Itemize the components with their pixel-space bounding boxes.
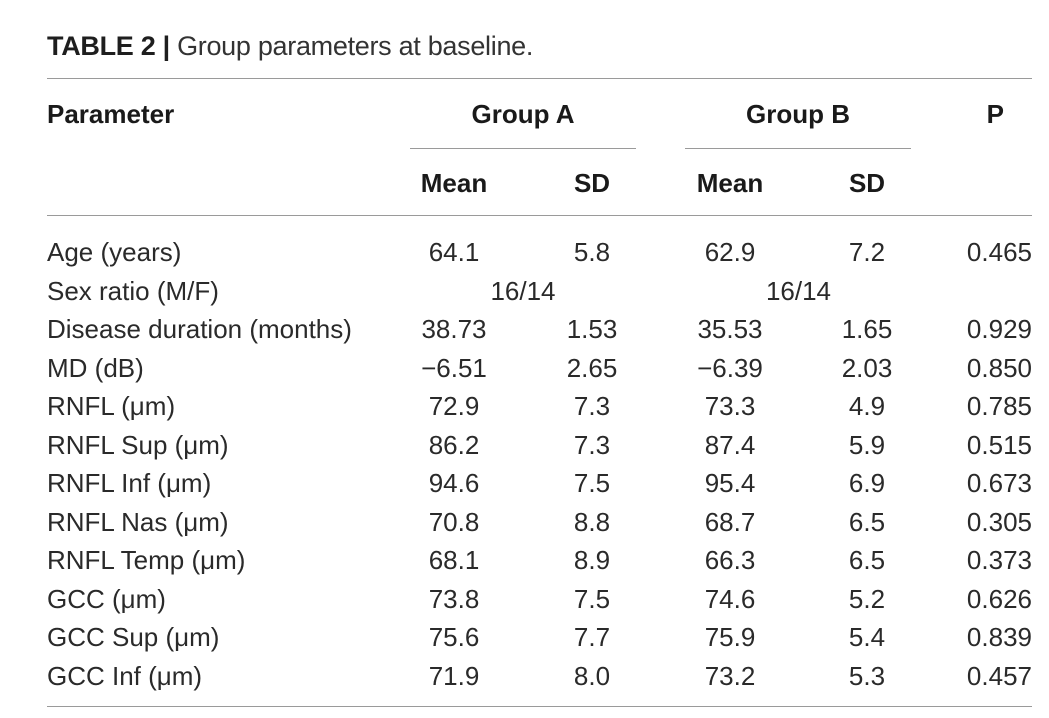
group-b-rule <box>685 148 911 149</box>
cell-group-a-sd: 7.5 <box>573 583 611 614</box>
cell-group-a-mean: 73.8 <box>428 583 480 614</box>
cell-group-a-mean: −6.51 <box>421 352 487 383</box>
cell-group-b-mean: 73.2 <box>704 660 756 691</box>
cell-p-value: 0.673 <box>966 468 1032 498</box>
cell-group-a-sd: 8.9 <box>573 545 611 575</box>
cell-parameter: RNFL Temp (μm) <box>47 545 246 575</box>
cell-group-a-ratio: 16/14 <box>490 275 556 306</box>
cell-parameter: GCC Inf (μm) <box>47 660 203 691</box>
group-a-rule <box>410 148 636 149</box>
cell-parameter: RNFL (μm) <box>47 391 176 421</box>
cell-group-a-mean: 64.1 <box>428 237 480 267</box>
cell-group-a-sd: 7.7 <box>573 622 611 652</box>
cell-group-b-sd: 7.2 <box>848 237 886 267</box>
cell-group-a-mean: 68.1 <box>428 545 480 575</box>
cell-group-a-sd: 5.8 <box>573 237 611 267</box>
cell-group-b-sd: 5.4 <box>848 622 886 652</box>
cell-group-a-sd: 7.3 <box>573 391 611 421</box>
table-row: Sex ratio (M/F) 16/14 16/14 <box>0 273 1049 312</box>
cell-group-b-sd: 1.65 <box>841 314 893 344</box>
cell-p-value: 0.457 <box>966 660 1032 691</box>
cell-group-b-sd: 6.5 <box>848 545 886 575</box>
top-rule <box>47 78 1032 79</box>
cell-group-a-mean: 38.73 <box>421 314 487 344</box>
cell-parameter: Sex ratio (M/F) <box>47 275 219 306</box>
cell-group-b-mean: 68.7 <box>704 506 756 537</box>
bottom-rule <box>47 706 1032 707</box>
cell-group-b-sd: 6.5 <box>848 506 886 537</box>
table-row: RNFL Nas (μm) 70.8 8.8 68.7 6.5 0.305 <box>0 504 1049 543</box>
table-label: TABLE 2 | <box>47 31 170 61</box>
cell-p-value: 0.465 <box>966 237 1032 267</box>
cell-parameter: RNFL Sup (μm) <box>47 429 229 460</box>
table-row: GCC (μm) 73.8 7.5 74.6 5.2 0.626 <box>0 581 1049 620</box>
cell-group-b-mean: 66.3 <box>704 545 756 575</box>
cell-parameter: RNFL Inf (μm) <box>47 468 212 498</box>
header-sd-a: SD <box>573 168 611 198</box>
header-mean-b: Mean <box>696 168 764 198</box>
cell-parameter: GCC Sup (μm) <box>47 622 220 652</box>
cell-p-value: 0.929 <box>966 314 1032 344</box>
cell-group-b-mean: 74.6 <box>704 583 756 614</box>
cell-group-a-sd: 2.65 <box>566 352 618 383</box>
cell-group-b-mean: 62.9 <box>704 237 756 267</box>
cell-group-b-sd: 5.2 <box>848 583 886 614</box>
cell-p-value: 0.515 <box>966 429 1032 460</box>
table-row: GCC Inf (μm) 71.9 8.0 73.2 5.3 0.457 <box>0 658 1049 697</box>
cell-group-a-sd: 8.8 <box>573 506 611 537</box>
cell-p-value: 0.839 <box>966 622 1032 652</box>
table-row: RNFL Sup (μm) 86.2 7.3 87.4 5.9 0.515 <box>0 427 1049 466</box>
cell-group-b-mean: 73.3 <box>704 391 756 421</box>
cell-group-b-sd: 5.9 <box>848 429 886 460</box>
cell-group-b-mean: 95.4 <box>704 468 756 498</box>
cell-group-b-sd: 5.3 <box>848 660 886 691</box>
cell-group-b-sd: 4.9 <box>848 391 886 421</box>
table-title: Group parameters at baseline. <box>177 31 534 61</box>
table-caption: TABLE 2 | Group parameters at baseline. <box>47 28 533 64</box>
cell-parameter: Age (years) <box>47 237 182 267</box>
cell-group-a-mean: 75.6 <box>428 622 480 652</box>
cell-group-a-mean: 72.9 <box>428 391 480 421</box>
cell-group-b-mean: −6.39 <box>697 352 763 383</box>
cell-parameter: GCC (μm) <box>47 583 166 614</box>
cell-group-a-sd: 1.53 <box>566 314 618 344</box>
table-row: Age (years) 64.1 5.8 62.9 7.2 0.465 <box>0 234 1049 273</box>
cell-p-value: 0.850 <box>966 352 1032 383</box>
cell-group-b-sd: 2.03 <box>841 352 893 383</box>
table-row: GCC Sup (μm) 75.6 7.7 75.9 5.4 0.839 <box>0 619 1049 658</box>
header-mean-a: Mean <box>420 168 488 198</box>
cell-p-value: 0.785 <box>966 391 1032 421</box>
header-rule <box>47 215 1032 216</box>
cell-group-a-sd: 7.3 <box>573 429 611 460</box>
header-p: P <box>986 99 1004 129</box>
cell-group-b-mean: 75.9 <box>704 622 756 652</box>
cell-group-b-ratio: 16/14 <box>765 275 832 306</box>
cell-group-b-mean: 35.53 <box>697 314 763 344</box>
cell-group-a-sd: 7.5 <box>573 468 611 498</box>
header-group-a: Group A <box>471 99 575 129</box>
cell-p-value: 0.305 <box>966 506 1032 537</box>
header-sd-b: SD <box>848 168 886 198</box>
cell-p-value: 0.626 <box>966 583 1032 614</box>
header-parameter: Parameter <box>47 99 175 129</box>
table-row: MD (dB) −6.51 2.65 −6.39 2.03 0.850 <box>0 350 1049 389</box>
cell-p-value: 0.373 <box>966 545 1032 575</box>
cell-group-a-mean: 70.8 <box>428 506 480 537</box>
cell-parameter: MD (dB) <box>47 352 144 383</box>
table-body: Age (years) 64.1 5.8 62.9 7.2 0.465 Sex … <box>0 234 1049 696</box>
cell-parameter: RNFL Nas (μm) <box>47 506 229 537</box>
header-group-b: Group B <box>746 99 850 129</box>
cell-group-a-mean: 86.2 <box>428 429 480 460</box>
table-row: RNFL Inf (μm) 94.6 7.5 95.4 6.9 0.673 <box>0 465 1049 504</box>
cell-group-a-sd: 8.0 <box>573 660 611 691</box>
cell-group-b-sd: 6.9 <box>848 468 886 498</box>
cell-group-a-mean: 71.9 <box>428 660 480 691</box>
cell-group-a-mean: 94.6 <box>428 468 480 498</box>
table-row: RNFL (μm) 72.9 7.3 73.3 4.9 0.785 <box>0 388 1049 427</box>
table-row: Disease duration (months) 38.73 1.53 35.… <box>0 311 1049 350</box>
cell-parameter: Disease duration (months) <box>47 314 352 344</box>
table-row: RNFL Temp (μm) 68.1 8.9 66.3 6.5 0.373 <box>0 542 1049 581</box>
cell-group-b-mean: 87.4 <box>704 429 756 460</box>
